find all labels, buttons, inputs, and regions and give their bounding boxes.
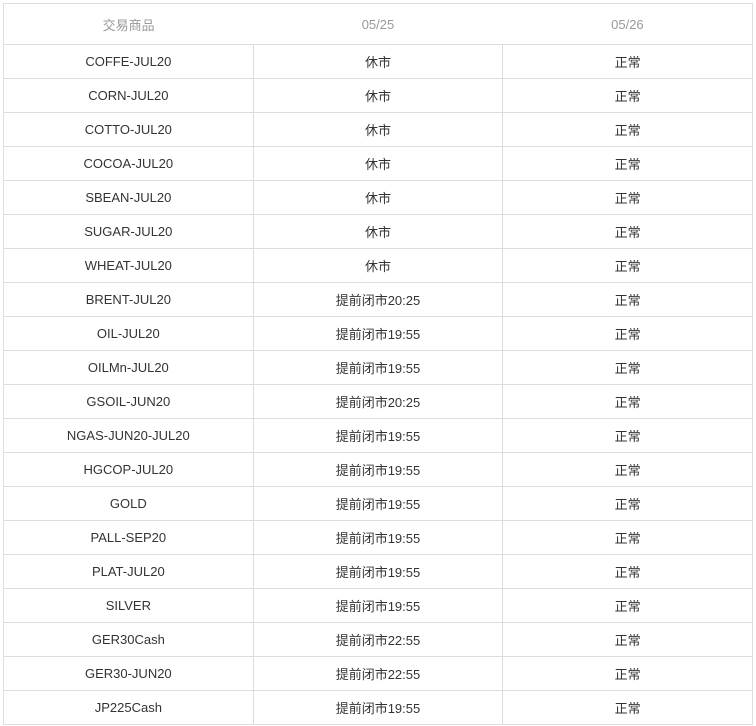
status-0525-cell: 提前闭市19:55 — [252, 418, 504, 453]
table-row: GER30-JUN20 提前闭市22:55 正常 — [3, 656, 753, 691]
status-0526-cell: 正常 — [502, 180, 753, 215]
status-0525-cell: 提前闭市19:55 — [252, 554, 504, 589]
commodity-cell: HGCOP-JUL20 — [3, 452, 254, 487]
status-0526-cell: 正常 — [502, 418, 753, 453]
status-0526-cell: 正常 — [502, 282, 753, 317]
table-row: COTTO-JUL20 休市 正常 — [3, 112, 753, 147]
status-0525-cell: 休市 — [252, 44, 504, 79]
status-0526-cell: 正常 — [502, 112, 753, 147]
status-0525-cell: 提前闭市19:55 — [252, 350, 504, 385]
status-0525-cell: 休市 — [252, 248, 504, 283]
status-0526-cell: 正常 — [502, 316, 753, 351]
commodity-cell: SUGAR-JUL20 — [3, 214, 254, 249]
status-0526-cell: 正常 — [502, 146, 753, 181]
table-row: GSOIL-JUN20 提前闭市20:25 正常 — [3, 384, 753, 419]
commodity-cell: GSOIL-JUN20 — [3, 384, 254, 419]
status-0525-cell: 提前闭市22:55 — [252, 622, 504, 657]
table-row: OIL-JUL20 提前闭市19:55 正常 — [3, 316, 753, 351]
table-header: 交易商品 05/25 05/26 — [3, 3, 753, 45]
status-0526-cell: 正常 — [502, 656, 753, 691]
col-header-0525: 05/25 — [253, 3, 503, 45]
status-0526-cell: 正常 — [502, 248, 753, 283]
commodity-cell: NGAS-JUN20-JUL20 — [3, 418, 254, 453]
commodity-cell: PLAT-JUL20 — [3, 554, 254, 589]
status-0525-cell: 休市 — [252, 112, 504, 147]
status-0525-cell: 提前闭市19:55 — [252, 588, 504, 623]
status-0526-cell: 正常 — [502, 78, 753, 113]
status-0525-cell: 提前闭市22:55 — [252, 656, 504, 691]
status-0526-cell: 正常 — [502, 588, 753, 623]
header-row: 交易商品 05/25 05/26 — [3, 3, 753, 45]
commodity-cell: SILVER — [3, 588, 254, 623]
commodity-cell: GER30-JUN20 — [3, 656, 254, 691]
status-0525-cell: 提前闭市20:25 — [252, 282, 504, 317]
status-0526-cell: 正常 — [502, 350, 753, 385]
commodity-cell: COTTO-JUL20 — [3, 112, 254, 147]
commodity-cell: WHEAT-JUL20 — [3, 248, 254, 283]
commodity-cell: SBEAN-JUL20 — [3, 180, 254, 215]
status-0525-cell: 提前闭市19:55 — [252, 520, 504, 555]
status-0525-cell: 提前闭市19:55 — [252, 486, 504, 521]
table-row: COCOA-JUL20 休市 正常 — [3, 146, 753, 181]
table-row: SILVER 提前闭市19:55 正常 — [3, 588, 753, 623]
col-header-0526: 05/26 — [502, 3, 753, 45]
status-0526-cell: 正常 — [502, 214, 753, 249]
table-row: SBEAN-JUL20 休市 正常 — [3, 180, 753, 215]
commodity-cell: PALL-SEP20 — [3, 520, 254, 555]
table-row: PLAT-JUL20 提前闭市19:55 正常 — [3, 554, 753, 589]
status-0526-cell: 正常 — [502, 486, 753, 521]
table-row: HGCOP-JUL20 提前闭市19:55 正常 — [3, 452, 753, 487]
status-0526-cell: 正常 — [502, 384, 753, 419]
status-0525-cell: 休市 — [252, 78, 504, 113]
commodity-cell: OILMn-JUL20 — [3, 350, 254, 385]
table-row: CORN-JUL20 休市 正常 — [3, 78, 753, 113]
table-body: COFFE-JUL20 休市 正常 CORN-JUL20 休市 正常 COTTO-JUL20… — [3, 44, 753, 725]
status-0526-cell: 正常 — [502, 690, 753, 725]
status-0525-cell: 提前闭市19:55 — [252, 316, 504, 351]
status-0525-cell: 提前闭市19:55 — [252, 690, 504, 725]
market-hours-table: 交易商品 05/25 05/26 COFFE-JUL20 休市 正常 CORN-JUL… — [3, 3, 753, 725]
table-row: GOLD 提前闭市19:55 正常 — [3, 486, 753, 521]
status-0525-cell: 提前闭市19:55 — [252, 452, 504, 487]
col-header-commodity: 交易商品 — [3, 3, 254, 45]
commodity-cell: COFFE-JUL20 — [3, 44, 254, 79]
commodity-cell: CORN-JUL20 — [3, 78, 254, 113]
table-row: NGAS-JUN20-JUL20 提前闭市19:55 正常 — [3, 418, 753, 453]
commodity-cell: COCOA-JUL20 — [3, 146, 254, 181]
status-0525-cell: 休市 — [252, 180, 504, 215]
commodity-cell: OIL-JUL20 — [3, 316, 254, 351]
table-row: WHEAT-JUL20 休市 正常 — [3, 248, 753, 283]
status-0525-cell: 休市 — [252, 146, 504, 181]
table-row: GER30Cash 提前闭市22:55 正常 — [3, 622, 753, 657]
status-0526-cell: 正常 — [502, 452, 753, 487]
status-0525-cell: 休市 — [252, 214, 504, 249]
table-row: BRENT-JUL20 提前闭市20:25 正常 — [3, 282, 753, 317]
status-0526-cell: 正常 — [502, 622, 753, 657]
commodity-cell: JP225Cash — [3, 690, 254, 725]
commodity-cell: BRENT-JUL20 — [3, 282, 254, 317]
status-0526-cell: 正常 — [502, 554, 753, 589]
table-row: PALL-SEP20 提前闭市19:55 正常 — [3, 520, 753, 555]
commodity-cell: GOLD — [3, 486, 254, 521]
status-0526-cell: 正常 — [502, 520, 753, 555]
status-0526-cell: 正常 — [502, 44, 753, 79]
table-row: OILMn-JUL20 提前闭市19:55 正常 — [3, 350, 753, 385]
table-row: SUGAR-JUL20 休市 正常 — [3, 214, 753, 249]
table-row: JP225Cash 提前闭市19:55 正常 — [3, 690, 753, 725]
table-row: COFFE-JUL20 休市 正常 — [3, 44, 753, 79]
status-0525-cell: 提前闭市20:25 — [252, 384, 504, 419]
commodity-cell: GER30Cash — [3, 622, 254, 657]
